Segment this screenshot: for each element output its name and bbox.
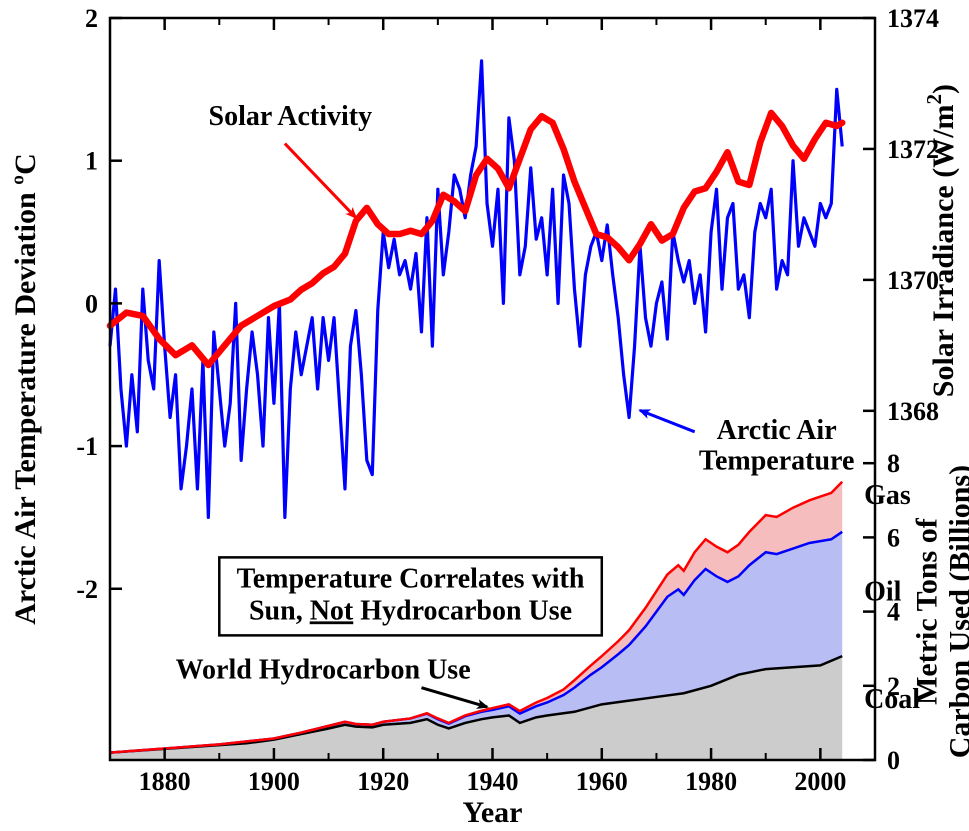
label-arctic: Arctic AirTemperature xyxy=(699,415,855,477)
x-tick-label: 1920 xyxy=(357,767,409,796)
x-tick-label: 1960 xyxy=(576,767,628,796)
x-tick-label: 1880 xyxy=(139,767,191,796)
chart-svg: 1880 1900 1920 1940 1960 1980 2000 Year -2 -1 0 1 2 A… xyxy=(0,0,969,831)
arrow-solar xyxy=(285,144,356,218)
label-hydro: World Hydrocarbon Use xyxy=(176,654,471,685)
chart-container: 1880 1900 1920 1940 1960 1980 2000 Year -2 -1 0 1 2 A… xyxy=(0,0,969,831)
yr2-tick-label: 8 xyxy=(887,449,900,478)
yl-tick-label: 1 xyxy=(85,147,98,176)
yl-tick-label: -1 xyxy=(76,432,98,461)
caption-line1: Temperature Correlates with xyxy=(237,563,585,594)
arrow-hydro xyxy=(421,688,487,707)
x-tick-label: 2000 xyxy=(794,767,846,796)
x-tick-label: 1980 xyxy=(685,767,737,796)
label-solar: Solar Activity xyxy=(209,101,373,132)
y-right-top-label: Solar Irradiance (W/m2) xyxy=(922,84,960,397)
label-gas: Gas xyxy=(864,480,911,511)
x-axis-label: Year xyxy=(463,796,523,829)
yr2-tick-label: 6 xyxy=(887,523,900,552)
yl-tick-label: 0 xyxy=(85,289,98,318)
yl-tick-label: -2 xyxy=(76,575,98,604)
caption-line2: Sun, Not Hydrocarbon Use xyxy=(249,595,572,626)
yr2-tick-label: 0 xyxy=(887,746,900,775)
yr1-tick-label: 1368 xyxy=(887,397,939,426)
y-left-label: Arctic Air Temperature Deviation ºC xyxy=(9,153,42,625)
x-tick-label: 1900 xyxy=(248,767,300,796)
arrow-arctic xyxy=(640,410,695,431)
yl-tick-label: 2 xyxy=(85,4,98,33)
x-tick-label: 1940 xyxy=(467,767,519,796)
yr1-tick-label: 1374 xyxy=(887,4,939,33)
label-coal: Coal xyxy=(864,684,920,715)
label-oil: Oil xyxy=(864,576,902,607)
